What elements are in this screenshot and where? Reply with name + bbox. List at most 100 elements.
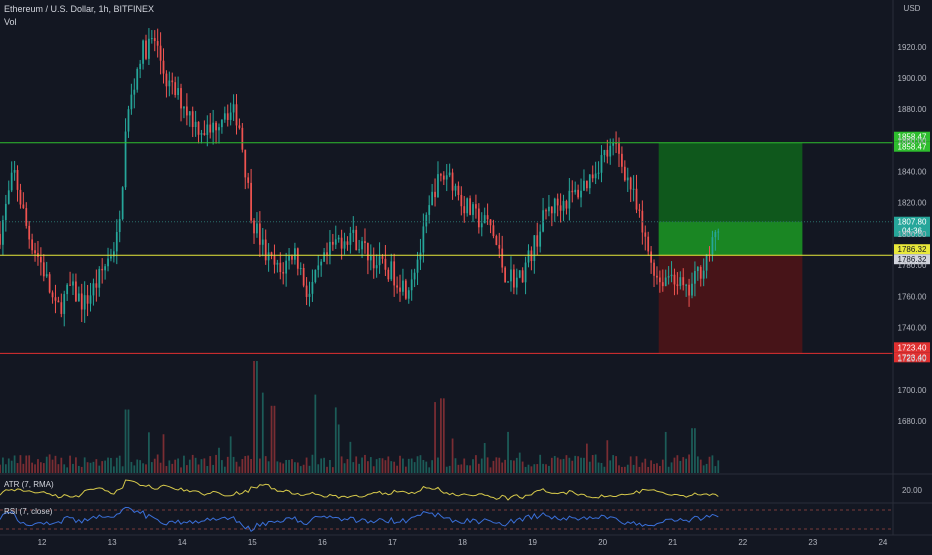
volume-bar — [367, 461, 369, 473]
candle-body — [177, 88, 179, 95]
volume-bar — [69, 455, 71, 473]
candle-body — [142, 40, 144, 64]
volume-bar — [25, 455, 28, 473]
rsi-pane-label[interactable]: RSI (7, close) — [4, 507, 53, 516]
volume-bar — [142, 463, 144, 473]
candle-body — [221, 119, 223, 128]
volume-bar — [641, 462, 644, 473]
price-tick-label: 1840.00 — [898, 168, 927, 177]
volume-bar — [556, 457, 559, 473]
time-tick-label: 13 — [108, 538, 117, 547]
level-tag-bg — [894, 141, 930, 152]
volume-bar — [577, 456, 579, 473]
candle-body — [542, 210, 544, 232]
candle-body — [477, 208, 480, 228]
candle-body — [31, 239, 33, 251]
candle-body — [480, 223, 483, 228]
candle-body — [600, 155, 603, 173]
time-tick-label: 12 — [38, 538, 47, 547]
candle-body — [553, 198, 556, 214]
candle-body — [98, 268, 101, 288]
candle-body — [118, 219, 121, 233]
candle-body — [661, 282, 664, 287]
atr-pane-label[interactable]: ATR (7, RMA) — [4, 480, 54, 489]
volume-bar — [191, 454, 194, 473]
volume-bar — [305, 457, 308, 473]
candle-body — [466, 198, 469, 214]
volume-bar — [498, 457, 501, 473]
candle-body — [159, 45, 162, 61]
candle-body — [635, 188, 638, 210]
volume-bar — [664, 431, 667, 473]
candle-body — [42, 262, 45, 277]
volume-bar — [42, 463, 45, 473]
volume-bar — [618, 465, 620, 473]
volume-bar — [323, 457, 325, 473]
volume-bar — [107, 457, 109, 473]
candle-body — [545, 210, 547, 212]
candle-body — [247, 177, 250, 183]
volume-bar — [603, 466, 606, 473]
price-tick-label: 1780.00 — [898, 261, 927, 270]
volume-bar — [92, 461, 95, 473]
volume-bar — [495, 457, 498, 473]
volume-bar — [402, 458, 404, 473]
candle-body — [685, 284, 688, 286]
volume-bar — [270, 405, 273, 473]
volume-bar — [477, 463, 480, 473]
candle-body — [521, 270, 524, 283]
candle-body — [337, 237, 340, 240]
volume-bar — [171, 463, 174, 473]
volume-bar — [241, 459, 244, 473]
candle-body — [434, 191, 436, 198]
symbol-legend[interactable]: Ethereum / U.S. Dollar, 1h, BITFINEX — [4, 4, 155, 14]
candle-body — [583, 180, 585, 191]
candle-body — [185, 106, 188, 116]
volume-bar — [253, 361, 255, 473]
volume-bar — [492, 460, 495, 473]
candle-body — [571, 190, 574, 193]
candle-body — [107, 258, 109, 267]
volume-bar — [51, 459, 54, 473]
candle-body — [586, 180, 588, 189]
volume-bar — [130, 461, 133, 473]
volume-bar — [457, 464, 460, 473]
candle-body — [691, 283, 693, 296]
candle-body — [288, 256, 290, 261]
candle-body — [174, 82, 177, 95]
candle-body — [361, 241, 363, 250]
candle-body — [451, 172, 454, 191]
candle-body — [548, 206, 550, 212]
candle-body — [422, 226, 425, 253]
candle-body — [331, 241, 334, 245]
volume-bar — [226, 456, 229, 473]
candle-body — [253, 220, 255, 234]
volume-bar — [586, 443, 588, 473]
position-tool[interactable] — [658, 142, 803, 354]
volume-bar — [215, 454, 217, 473]
candle-body — [104, 266, 106, 271]
volume-bar — [407, 458, 410, 473]
volume-bar — [688, 454, 690, 473]
candle-body — [632, 188, 635, 190]
volume-bar — [404, 466, 407, 473]
volume-bar — [229, 436, 232, 473]
candle-body — [536, 235, 539, 247]
volume-bar — [258, 458, 261, 473]
volume-bar — [696, 456, 699, 473]
volume-bar — [261, 392, 264, 473]
candle-body — [556, 198, 559, 206]
volume-legend[interactable]: Vol — [4, 17, 17, 27]
candle-body — [60, 302, 63, 314]
candle-body — [188, 111, 191, 116]
volume-bar — [539, 454, 542, 473]
volume-bar — [372, 466, 375, 473]
volume-bar — [358, 463, 361, 473]
volume-bar — [133, 465, 136, 473]
volume-bar — [550, 457, 553, 473]
volume-bar — [545, 464, 547, 473]
volume-bar — [580, 457, 582, 473]
